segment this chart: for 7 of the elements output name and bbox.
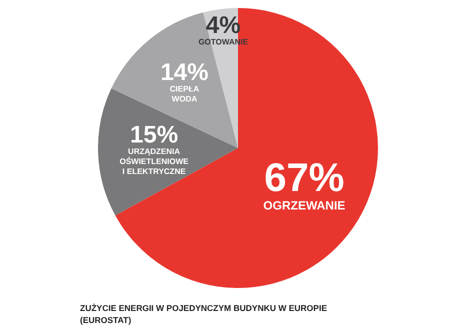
slice-label: CIEPŁA WODA bbox=[170, 84, 200, 104]
text: ZUŻYCIE ENERGII W POJEDYNCZYM BUDYNKU W EUROPIE (EUROSTAT) bbox=[80, 302, 327, 326]
data-label: 14% bbox=[160, 58, 208, 86]
data-label: 15% bbox=[130, 121, 178, 148]
slice-label: OGRZEWANIE bbox=[263, 198, 346, 213]
slice-label: URZĄDZENIA OŚWIETLENIOWE I ELEKTRYCZNE bbox=[120, 146, 190, 176]
data-label: 67% bbox=[264, 156, 344, 200]
